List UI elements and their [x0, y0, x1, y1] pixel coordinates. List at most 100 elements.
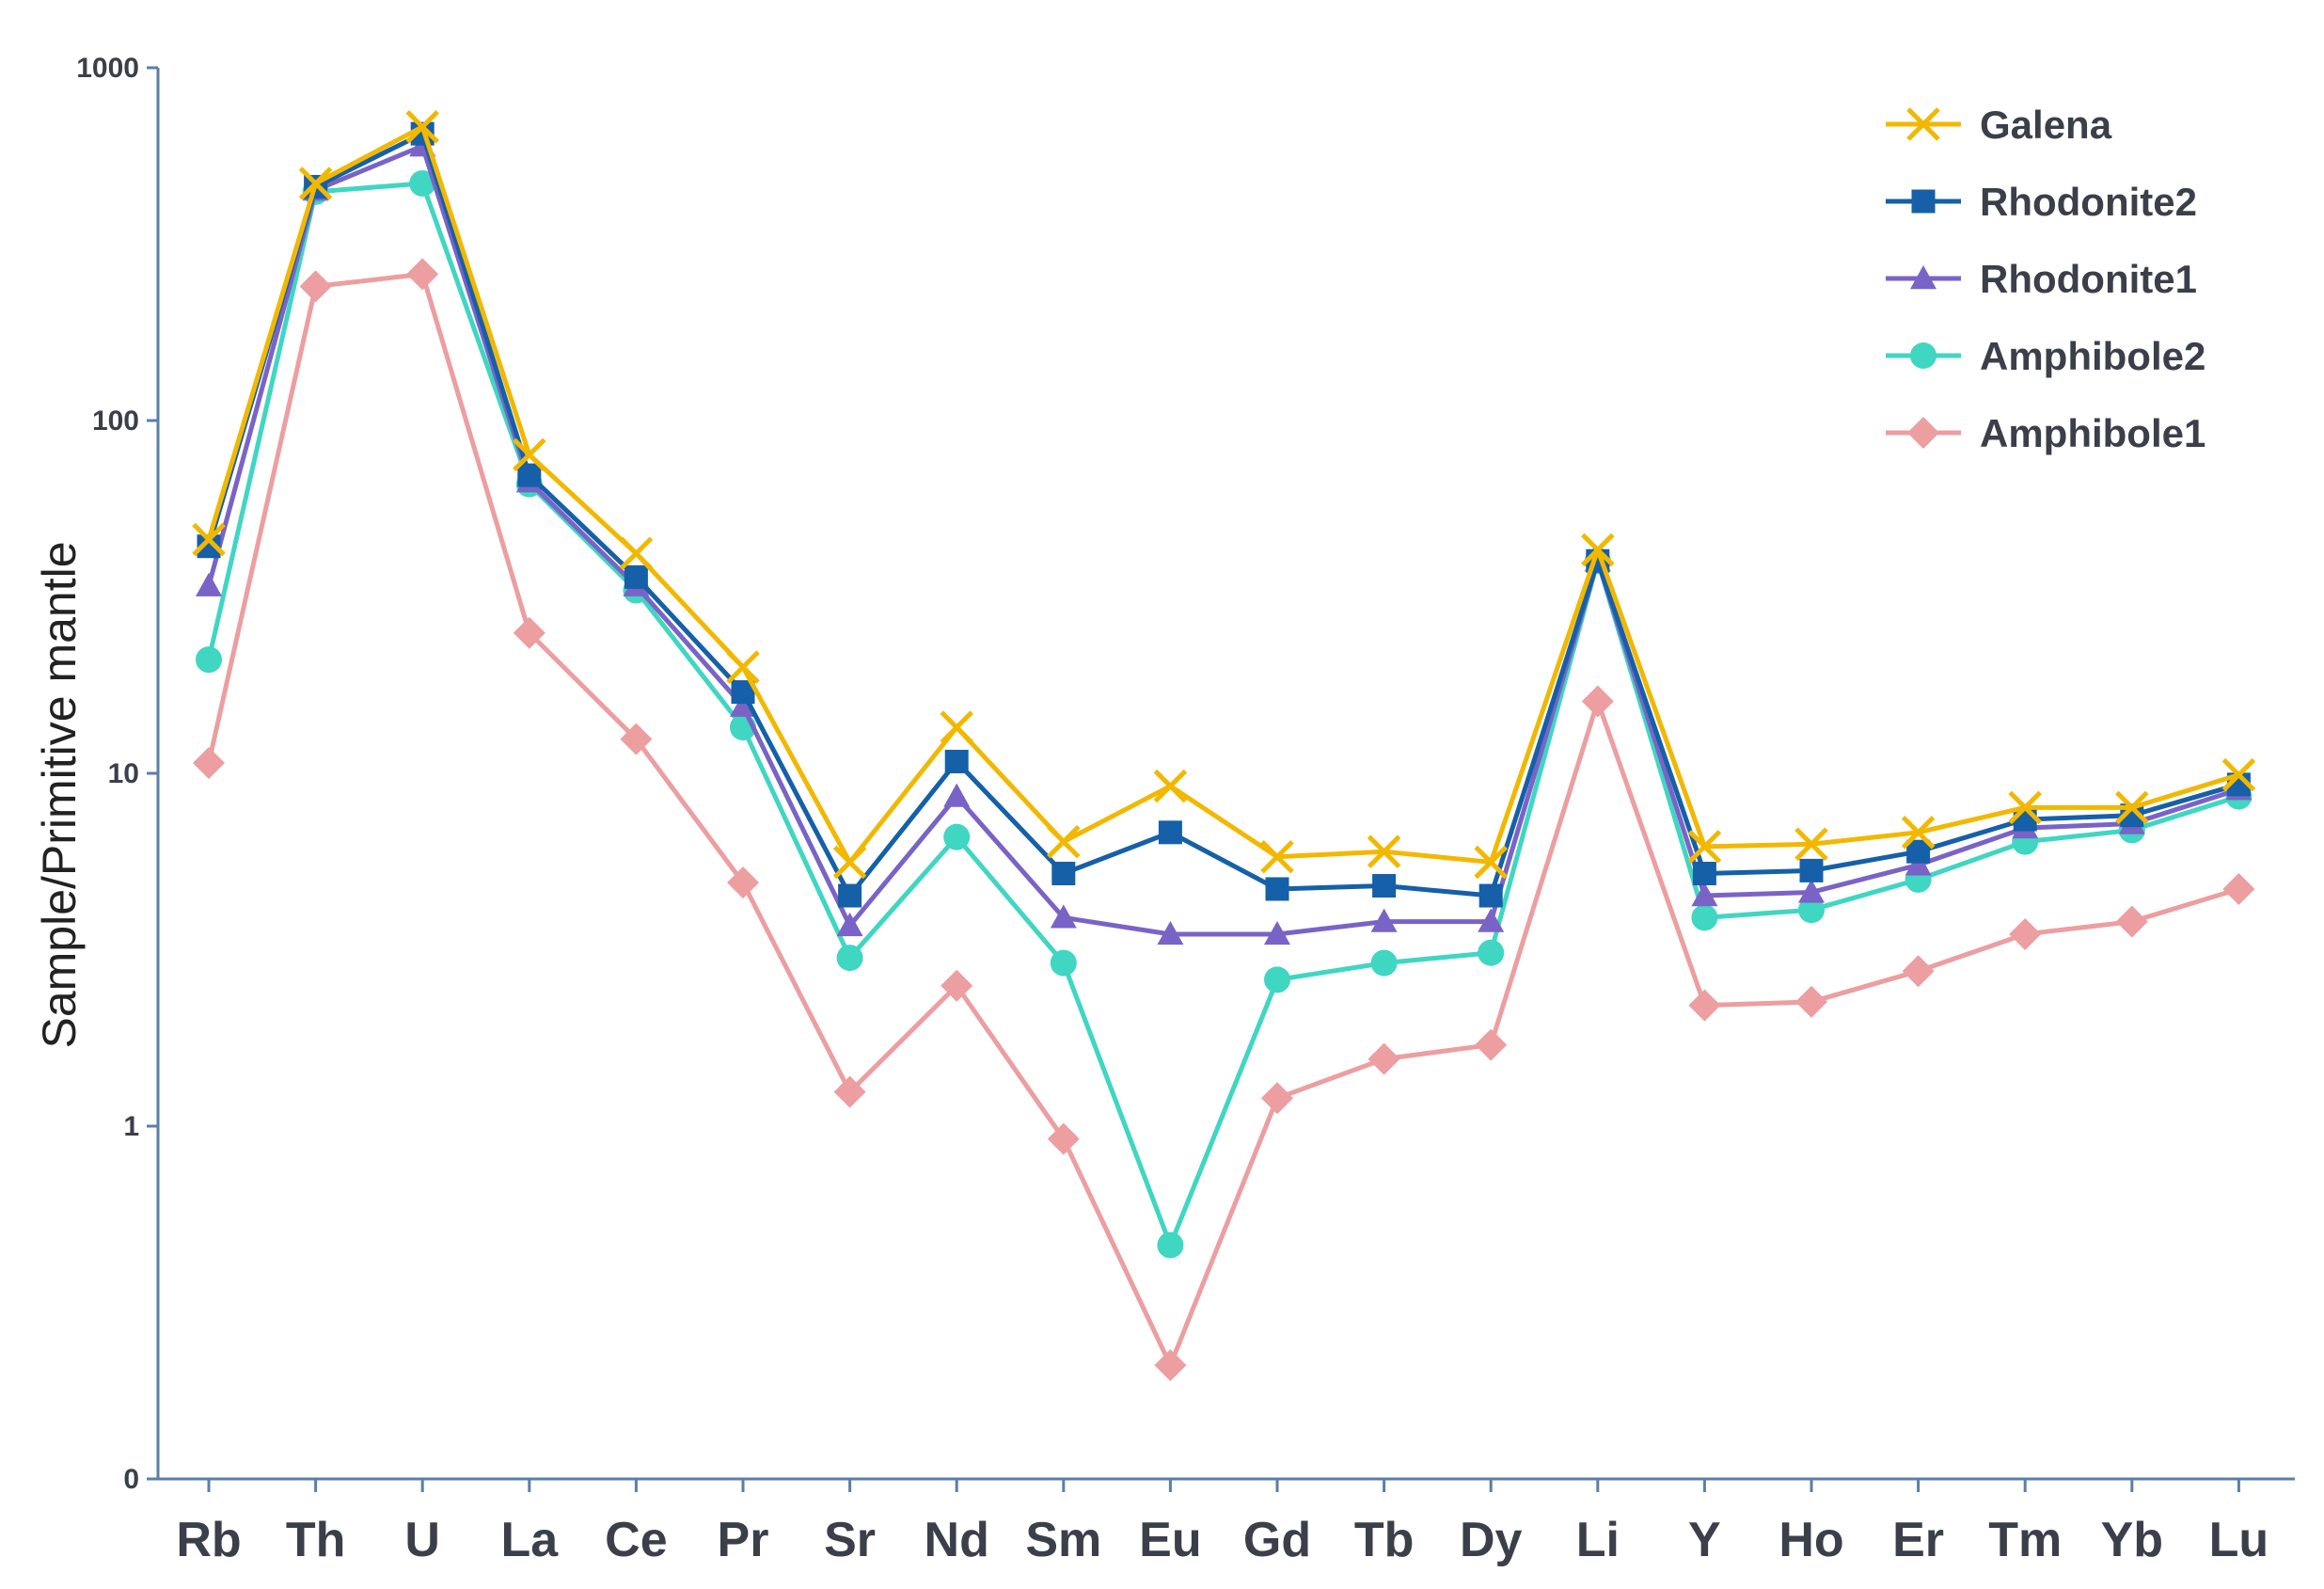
point-rhodonite2-pr [731, 680, 755, 705]
point-galena-y [1687, 830, 1722, 864]
point-galena-th [298, 167, 333, 200]
y-tick-label: 100 [92, 405, 139, 437]
point-galena-lu [2221, 757, 2256, 792]
x-tick-label-y: Y [1688, 1513, 1721, 1567]
point-rhodonite1-sr [836, 912, 863, 937]
point-amphibole2-nd [943, 823, 971, 850]
point-galena-la [513, 437, 546, 472]
point-amphibole1-pr [727, 866, 759, 899]
point-amphibole2-sm [1050, 949, 1077, 977]
point-rhodonite1-nd [943, 783, 971, 807]
point-amphibole1-sm [1047, 1122, 1080, 1155]
point-rhodonite1-gd [1264, 920, 1290, 945]
point-galena-tm [2008, 790, 2042, 825]
x-tick-label-u: U [404, 1513, 440, 1567]
point-rhodonite1-dy [1478, 908, 1505, 932]
legend-item-rhodonite2: Rhodonite2 [1886, 180, 2197, 224]
point-amphibole1-gd [1261, 1082, 1293, 1115]
point-galena-sr [832, 845, 867, 880]
series-layer [192, 110, 2256, 1382]
series-line-amphibole1 [206, 271, 2240, 1368]
x-tick-label-th: Th [286, 1513, 346, 1567]
legend-label-rhodonite2: Rhodonite2 [1980, 180, 2197, 224]
point-amphibole1-lu [2222, 872, 2255, 905]
point-amphibole1-tm [2009, 917, 2042, 950]
x-tick-label-er: Er [1892, 1513, 1944, 1567]
x-tick-label-dy: Dy [1460, 1513, 1523, 1567]
point-amphibole1-tb [1368, 1042, 1400, 1075]
point-amphibole2-rb [196, 646, 222, 674]
x-tick-label-rb: Rb [176, 1513, 241, 1567]
point-amphibole1-ce [620, 723, 653, 755]
legend-marker-rhodonite1 [1910, 265, 1937, 290]
point-amphibole2-gd [1264, 966, 1290, 993]
legend-marker-amphibole2 [1910, 342, 1937, 369]
point-amphibole1-la [513, 616, 545, 649]
point-amphibole1-eu [1154, 1349, 1187, 1382]
point-amphibole1-u [406, 258, 439, 291]
point-rhodonite2-eu [1158, 820, 1182, 845]
x-tick-label-ce: Ce [605, 1513, 667, 1567]
point-galena-yb [2115, 790, 2149, 825]
x-tick-label-tb: Tb [1354, 1513, 1415, 1567]
point-rhodonite2-gd [1265, 877, 1289, 901]
x-tick-label-nd: Nd [925, 1513, 989, 1567]
series-line-galena [206, 124, 2240, 865]
point-amphibole1-ho [1795, 985, 1827, 1018]
x-tick-label-li: Li [1576, 1513, 1620, 1567]
series-amphibole1 [193, 258, 2255, 1382]
point-rhodonite2-la [517, 463, 542, 487]
point-rhodonite2-sr [838, 883, 862, 908]
point-amphibole1-li [1581, 685, 1614, 718]
x-tick-label-yb: Yb [2101, 1513, 2163, 1567]
point-rhodonite2-nd [944, 749, 969, 773]
series-line-rhodonite1 [206, 143, 2240, 937]
y-axis-label: Sample/Primitive mantle [33, 541, 86, 1048]
series-line-rhodonite2 [206, 131, 2240, 898]
point-rhodonite1-eu [1157, 920, 1184, 945]
legend-item-rhodonite1: Rhodonite1 [1886, 257, 2197, 301]
x-tick-label-sr: Sr [824, 1513, 876, 1567]
point-galena-u [405, 110, 439, 144]
y-tick-label: 1 [123, 1111, 139, 1142]
y-tick-label: 0 [123, 1464, 139, 1495]
point-rhodonite1-sm [1050, 904, 1077, 929]
y-tick-label: 1000 [76, 53, 139, 84]
x-tick-label-eu: Eu [1139, 1513, 1201, 1567]
point-rhodonite1-ho [1798, 879, 1825, 903]
point-rhodonite2-y [1692, 861, 1716, 885]
point-rhodonite2-sm [1051, 861, 1076, 885]
point-galena-gd [1260, 839, 1294, 874]
point-amphibole2-u [409, 169, 436, 197]
legend-marker-galena [1906, 107, 1940, 141]
point-galena-ho [1794, 827, 1828, 862]
point-amphibole1-yb [2115, 905, 2148, 938]
point-rhodonite2-er [1906, 839, 1931, 864]
legend-item-amphibole1: Amphibole1 [1886, 411, 2205, 455]
point-galena-li [1581, 532, 1615, 567]
point-amphibole2-ho [1798, 897, 1825, 924]
point-amphibole1-y [1688, 989, 1721, 1022]
point-galena-pr [726, 650, 760, 684]
x-tick-label-pr: Pr [718, 1513, 769, 1567]
point-rhodonite1-rb [196, 572, 222, 596]
point-galena-ce [619, 536, 654, 571]
legend-label-amphibole2: Amphibole2 [1980, 334, 2205, 378]
point-galena-er [1901, 816, 1936, 850]
legend-label-galena: Galena [1980, 103, 2112, 147]
legend-item-amphibole2: Amphibole2 [1886, 334, 2205, 378]
point-galena-rb [192, 522, 226, 557]
point-rhodonite1-er [1905, 851, 1932, 876]
x-tick-label-ho: Ho [1779, 1513, 1843, 1567]
point-amphibole2-y [1691, 904, 1718, 931]
series-galena [192, 110, 2256, 880]
point-amphibole1-er [1902, 955, 1935, 988]
point-rhodonite1-tb [1370, 908, 1398, 932]
point-amphibole1-th [299, 270, 332, 303]
y-tick-label: 10 [108, 758, 139, 789]
point-rhodonite2-ce [624, 564, 648, 589]
point-amphibole2-eu [1157, 1231, 1184, 1259]
legend-item-galena: Galena [1886, 103, 2112, 147]
